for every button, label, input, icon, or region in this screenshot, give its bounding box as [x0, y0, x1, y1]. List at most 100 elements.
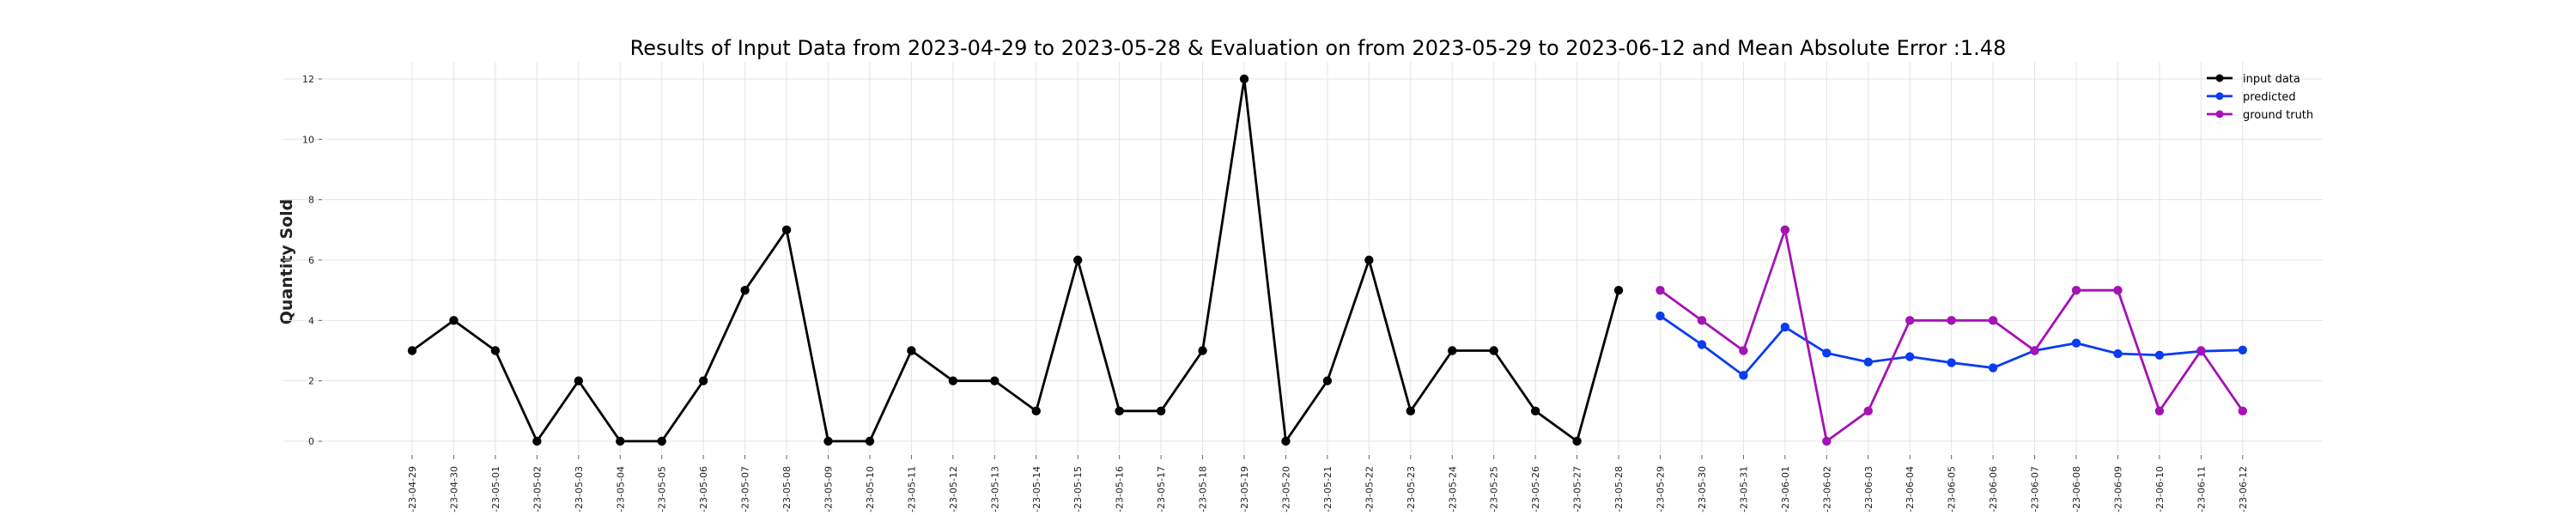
x-tick-label: -23-04-30 — [448, 466, 459, 512]
data-point-ground-truth — [1988, 316, 1998, 325]
series-ground-truth — [1656, 225, 2247, 446]
data-point-input-data — [407, 346, 417, 355]
x-tick-label: -23-05-02 — [532, 466, 543, 512]
data-point-input-data — [616, 436, 625, 446]
x-tick-label: -23-05-25 — [1489, 466, 1500, 512]
data-point-ground-truth — [2030, 346, 2039, 355]
data-point-input-data — [1448, 346, 1457, 355]
data-point-input-data — [1115, 406, 1124, 416]
data-point-ground-truth — [2196, 346, 2206, 355]
x-tick-label: -23-05-03 — [574, 466, 585, 512]
data-point-input-data — [1156, 406, 1166, 416]
data-point-input-data — [865, 436, 875, 446]
grid-lines — [283, 62, 2323, 453]
data-point-predicted — [1656, 311, 1665, 321]
data-point-input-data — [1406, 406, 1416, 416]
data-point-input-data — [1031, 406, 1041, 416]
legend-label-input-data: input data — [2243, 73, 2300, 86]
x-tick-label: -23-05-01 — [490, 466, 501, 512]
data-point-predicted — [2154, 350, 2165, 360]
y-tick-label: 2 — [308, 376, 314, 387]
data-point-input-data — [1239, 74, 1249, 84]
y-tick-label: 12 — [302, 74, 314, 85]
data-point-predicted — [1739, 371, 1748, 380]
x-tick-label: -23-06-07 — [2030, 466, 2041, 512]
data-point-ground-truth — [1905, 316, 1915, 325]
data-point-predicted — [1822, 348, 1832, 358]
x-tick-label: -23-05-27 — [1572, 466, 1583, 512]
chart-title: Results of Input Data from 2023-04-29 to… — [630, 36, 2007, 60]
data-point-predicted — [1780, 322, 1790, 332]
y-axis-label: Quantity Sold — [277, 199, 296, 325]
x-tick-label: -23-06-04 — [1905, 466, 1916, 512]
x-tick-label: -23-06-02 — [1821, 466, 1832, 512]
y-axis-ticks: 0 2 4 6 8 10 12 — [302, 74, 322, 447]
x-tick-label: -23-06-03 — [1863, 466, 1874, 512]
x-tick-label: -23-05-16 — [1115, 466, 1126, 512]
series-line-input-data — [411, 78, 1620, 445]
x-tick-label: -23-05-23 — [1406, 466, 1417, 512]
data-point-predicted — [1947, 358, 1956, 367]
x-tick-label: -23-05-22 — [1364, 466, 1375, 512]
data-point-input-data — [781, 225, 792, 235]
data-point-ground-truth — [1739, 346, 1748, 355]
x-tick-label: -23-06-10 — [2154, 466, 2166, 512]
x-tick-label: -23-05-08 — [781, 466, 793, 512]
data-point-ground-truth — [1863, 406, 1873, 416]
data-point-input-data — [823, 436, 833, 446]
legend-marker-input-data — [2215, 74, 2224, 82]
data-point-input-data — [948, 376, 958, 385]
x-tick-label: -23-05-30 — [1697, 466, 1708, 512]
data-point-input-data — [532, 436, 542, 446]
y-tick-label: 0 — [308, 436, 314, 447]
data-point-input-data — [698, 376, 708, 385]
legend-marker-predicted — [2215, 92, 2224, 100]
data-point-ground-truth — [2238, 406, 2247, 416]
legend-marker-ground-truth — [2215, 110, 2224, 118]
data-point-ground-truth — [2113, 285, 2123, 295]
x-tick-label: -23-05-11 — [906, 466, 917, 512]
data-point-input-data — [657, 436, 666, 446]
data-point-predicted — [2071, 338, 2081, 348]
y-tick-label: 6 — [308, 255, 314, 266]
x-tick-label: -23-04-29 — [407, 466, 418, 512]
data-point-input-data — [1281, 436, 1291, 446]
data-point-predicted — [1905, 352, 1915, 361]
x-tick-label: -23-05-06 — [698, 466, 709, 512]
data-point-input-data — [990, 376, 999, 385]
x-tick-label: -23-06-08 — [2071, 466, 2082, 512]
data-point-ground-truth — [1780, 225, 1790, 235]
x-tick-label: -23-06-05 — [1947, 466, 1958, 512]
x-tick-label: -23-05-04 — [615, 466, 626, 512]
x-tick-label: -23-05-17 — [1156, 466, 1167, 512]
data-point-input-data — [1073, 255, 1083, 265]
data-point-ground-truth — [1947, 316, 1956, 325]
x-tick-label: -23-05-07 — [740, 466, 751, 512]
x-tick-label: -23-05-28 — [1613, 466, 1625, 512]
x-tick-label: -23-05-15 — [1072, 466, 1084, 512]
data-point-input-data — [907, 346, 916, 355]
x-tick-label: -23-06-11 — [2196, 466, 2207, 512]
x-tick-label: -23-06-12 — [2238, 466, 2249, 512]
legend-label-predicted: predicted — [2243, 91, 2296, 104]
data-point-ground-truth — [1697, 316, 1707, 325]
data-point-input-data — [1572, 436, 1582, 446]
x-tick-label: -23-06-01 — [1780, 466, 1791, 512]
series-lines — [407, 74, 2247, 446]
x-tick-label: -23-05-14 — [1031, 466, 1042, 512]
x-tick-label: -23-05-05 — [657, 466, 668, 512]
x-tick-label: -23-05-09 — [823, 466, 835, 512]
legend-label-ground-truth: ground truth — [2243, 109, 2313, 122]
x-tick-label: -23-06-06 — [1988, 466, 1999, 512]
data-point-input-data — [1489, 346, 1498, 355]
y-tick-label: 8 — [308, 195, 314, 206]
data-point-input-data — [490, 346, 501, 355]
x-axis-ticks: -23-04-29 -23-04-30 -23-05-01 -23-05-02 -23-… — [407, 455, 2249, 512]
x-tick-label: -23-06-09 — [2112, 466, 2123, 512]
data-point-predicted — [2113, 348, 2123, 359]
y-tick-label: 4 — [308, 315, 314, 326]
data-point-predicted — [1863, 357, 1873, 367]
data-point-predicted — [1988, 363, 1998, 373]
x-tick-label: -23-05-19 — [1239, 466, 1250, 512]
